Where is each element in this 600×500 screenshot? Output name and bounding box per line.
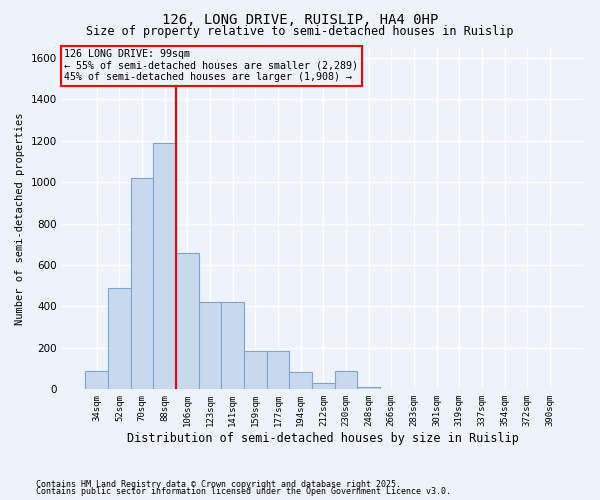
Bar (199, 302, 221, 390)
Bar (85, 370, 108, 390)
X-axis label: Distribution of semi-detached houses by size in Ruislip: Distribution of semi-detached houses by … (127, 432, 519, 445)
Text: Size of property relative to semi-detached houses in Ruislip: Size of property relative to semi-detach… (86, 25, 514, 38)
Y-axis label: Number of semi-detached properties: Number of semi-detached properties (15, 112, 25, 324)
Bar (358, 388, 380, 390)
Text: Contains public sector information licensed under the Open Government Licence v3: Contains public sector information licen… (36, 488, 451, 496)
Bar (244, 351, 266, 390)
Bar (312, 383, 335, 390)
Bar (131, 178, 154, 390)
Bar (176, 252, 199, 390)
Bar (154, 143, 176, 390)
Bar (335, 370, 358, 390)
Bar (266, 351, 289, 390)
Bar (289, 372, 312, 390)
Bar (108, 288, 131, 390)
Text: Contains HM Land Registry data © Crown copyright and database right 2025.: Contains HM Land Registry data © Crown c… (36, 480, 401, 489)
Text: 126, LONG DRIVE, RUISLIP, HA4 0HP: 126, LONG DRIVE, RUISLIP, HA4 0HP (162, 12, 438, 26)
Text: 126 LONG DRIVE: 99sqm
← 55% of semi-detached houses are smaller (2,289)
45% of s: 126 LONG DRIVE: 99sqm ← 55% of semi-deta… (64, 49, 358, 82)
Bar (221, 302, 244, 390)
